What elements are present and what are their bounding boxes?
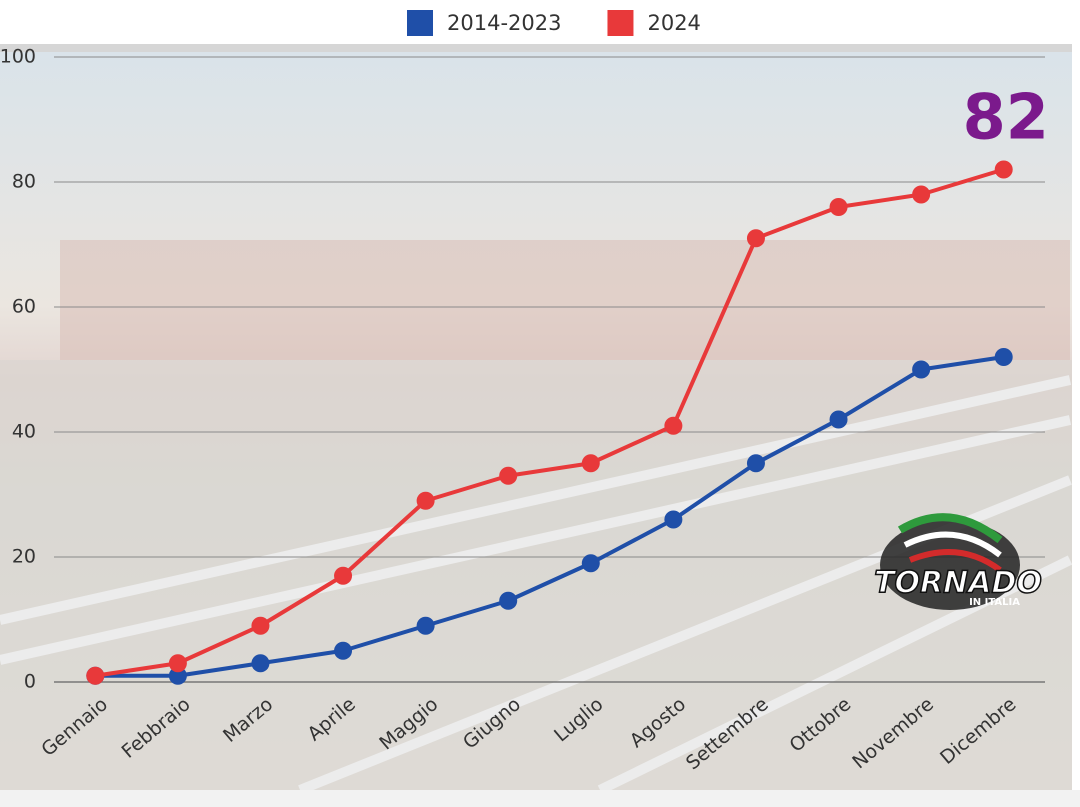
logo: TORNADO IN ITALIA xyxy=(873,513,1043,610)
logo-title: TORNADO xyxy=(874,566,1042,601)
data-point xyxy=(664,510,683,529)
logo-subtitle: IN ITALIA xyxy=(969,597,1020,608)
data-point xyxy=(86,666,105,685)
data-point xyxy=(994,348,1013,366)
data-point xyxy=(499,591,518,610)
y-tick-label: 40 xyxy=(12,421,36,443)
logo-white xyxy=(903,531,1002,558)
data-point xyxy=(168,666,187,685)
data-point xyxy=(168,654,187,673)
photo-train xyxy=(60,240,1070,360)
series-line xyxy=(94,167,1005,678)
legend-swatch xyxy=(607,10,634,36)
series-line xyxy=(95,355,1005,678)
data-point xyxy=(746,454,765,473)
logo-red xyxy=(908,549,1002,573)
data-point xyxy=(912,185,931,204)
data-point xyxy=(581,454,600,473)
data-point xyxy=(994,160,1013,179)
data-point xyxy=(499,466,518,485)
annotation: 82 xyxy=(963,81,1049,154)
data-point xyxy=(416,491,435,510)
data-point xyxy=(829,410,848,429)
data-point xyxy=(664,416,683,435)
data-point xyxy=(746,229,765,248)
y-tick-label: 100 xyxy=(0,46,36,68)
logo-green xyxy=(897,513,1003,544)
data-point xyxy=(416,616,435,635)
data-point xyxy=(251,616,270,635)
y-tick-label: 0 xyxy=(24,671,36,693)
legend-label: 2024 xyxy=(647,11,700,35)
photo-edge xyxy=(0,44,1072,52)
y-tick-label: 20 xyxy=(12,546,36,568)
data-point xyxy=(581,554,600,573)
data-point xyxy=(912,360,931,379)
legend-swatch xyxy=(407,10,433,36)
y-tick-label: 60 xyxy=(12,296,36,318)
data-point xyxy=(829,198,848,216)
data-point xyxy=(251,654,270,673)
legend-label: 2014-2023 xyxy=(447,11,561,35)
footer-strip xyxy=(0,790,1080,807)
photo-rails xyxy=(0,375,1073,795)
data-point xyxy=(334,641,353,660)
y-tick-label: 80 xyxy=(12,171,36,193)
data-point xyxy=(334,566,353,585)
